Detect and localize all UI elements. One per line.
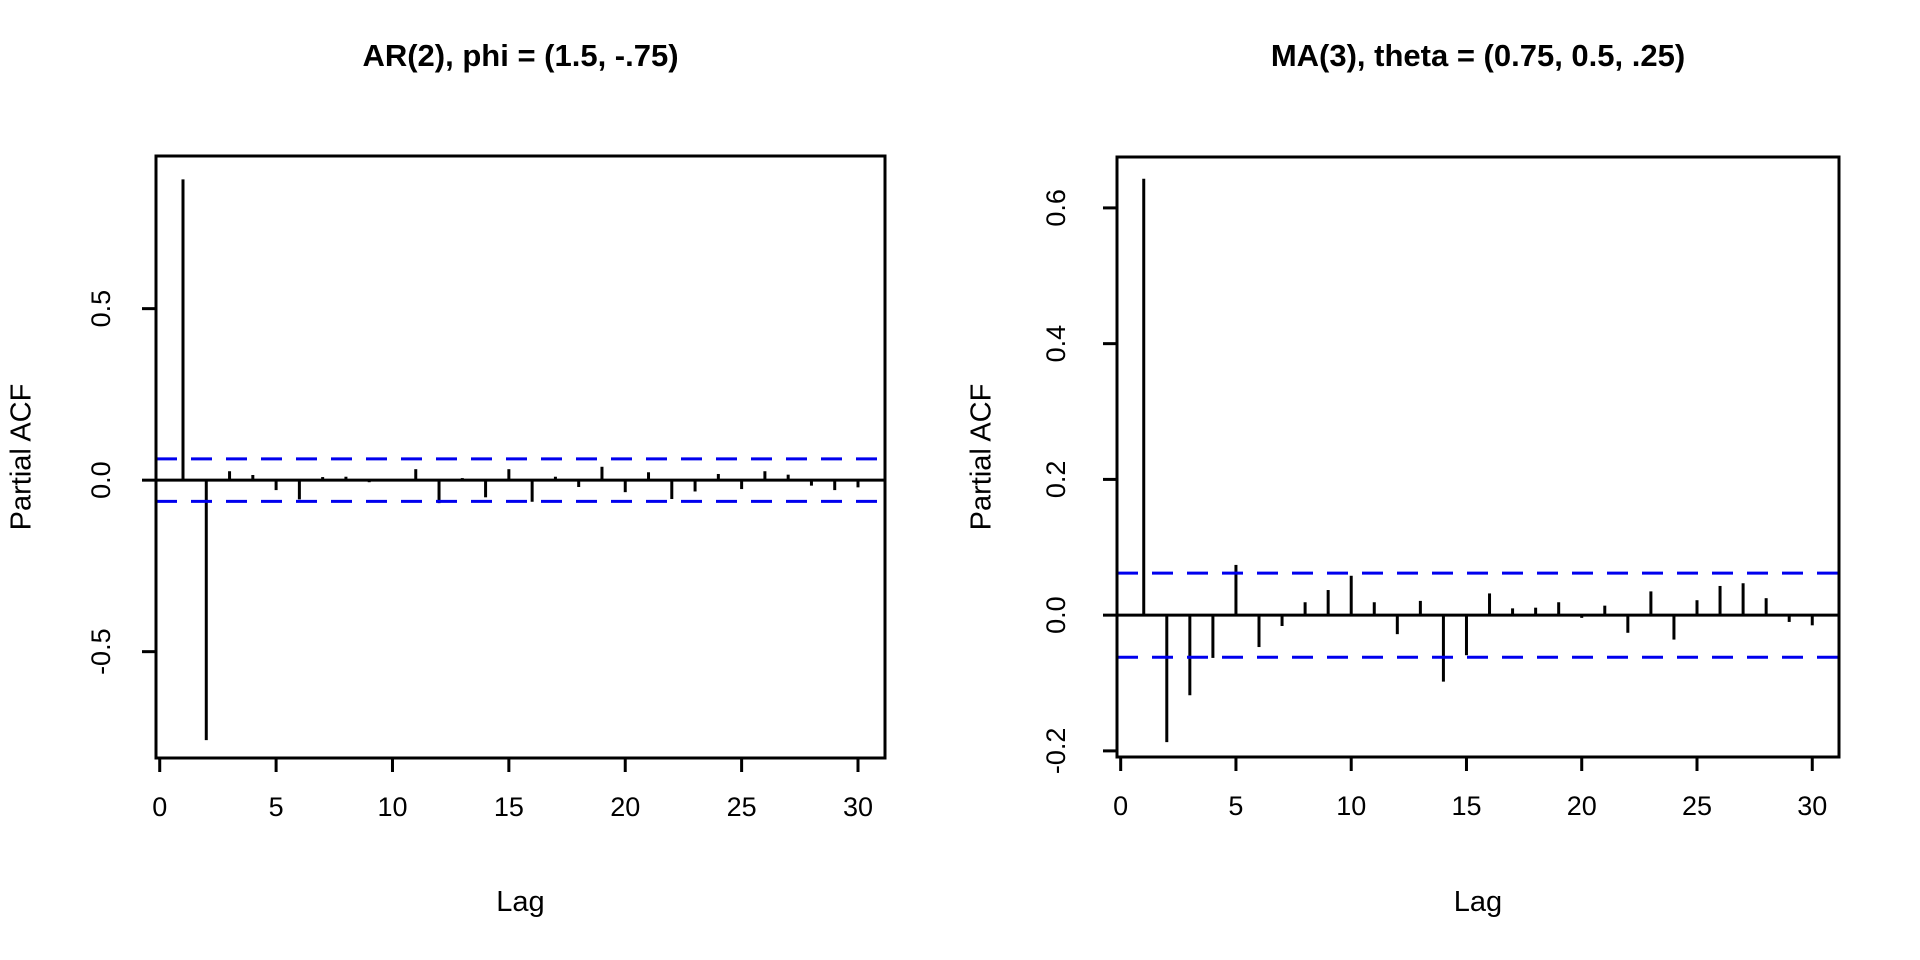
x-tick-label: 25 xyxy=(1682,791,1712,821)
x-tick-label: 20 xyxy=(610,792,640,822)
y-tick-label: 0.6 xyxy=(1041,189,1071,227)
x-tick-label: 10 xyxy=(377,792,407,822)
plot-box xyxy=(154,154,887,760)
x-tick-label: 0 xyxy=(1113,791,1128,821)
y-tick-label: 0.2 xyxy=(1041,461,1071,499)
y-tick-label: 0.5 xyxy=(86,290,116,328)
x-tick-label: 25 xyxy=(727,792,757,822)
y-tick-label: 0.4 xyxy=(1041,325,1071,363)
pacf-plot-ma3: 0 5 10 15 20 25 30 -0.2 0.0 0.2 0.4 0.6 xyxy=(1041,155,1841,821)
panel-ma3-pacf: MA(3), theta = (0.75, 0.5, .25) Partial … xyxy=(960,0,1920,960)
x-tick-label: 5 xyxy=(1228,791,1243,821)
x-tick-label: 30 xyxy=(843,792,873,822)
x-tick-label: 15 xyxy=(494,792,524,822)
x-axis-label-ma3: Lag xyxy=(1453,886,1503,918)
x-tick-label: 5 xyxy=(269,792,284,822)
y-tick-label: -0.5 xyxy=(86,628,116,675)
y-tick-label: 0.0 xyxy=(1041,596,1071,634)
x-tick-label: 0 xyxy=(152,792,167,822)
x-tick-label: 30 xyxy=(1797,791,1827,821)
x-tick-label: 15 xyxy=(1451,791,1481,821)
x-axis-label-ar2: Lag xyxy=(496,886,545,918)
y-tick-label: -0.2 xyxy=(1041,728,1071,775)
x-tick-label: 20 xyxy=(1567,791,1597,821)
x-tick-label: 10 xyxy=(1336,791,1366,821)
y-tick-label: 0.0 xyxy=(86,461,116,499)
plot-box xyxy=(1115,155,1841,759)
chart-title-ar2: AR(2), phi = (1.5, -.75) xyxy=(362,38,679,73)
chart-title-ma3: MA(3), theta = (0.75, 0.5, .25) xyxy=(1270,38,1686,73)
pacf-plot-ar2: 0 5 10 15 20 25 30 -0.5 0.0 0.5 xyxy=(86,154,887,822)
